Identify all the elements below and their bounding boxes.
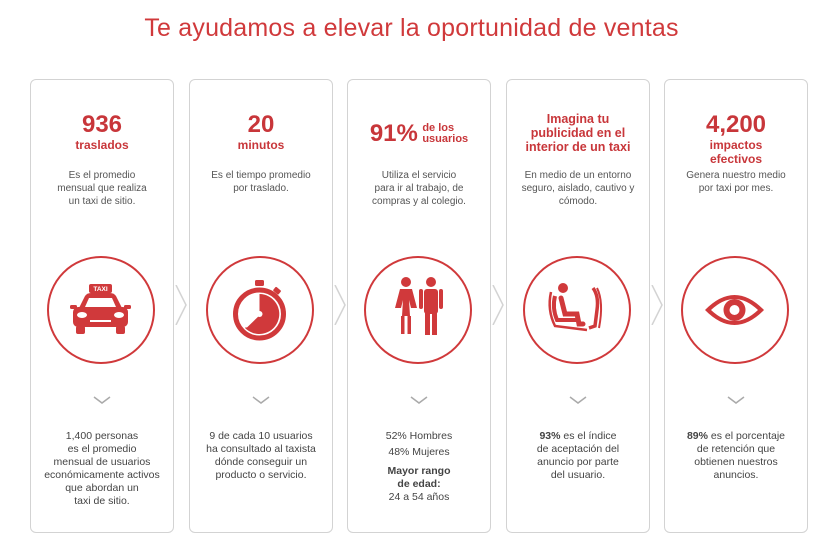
stat-unit-line1: de los [422, 122, 455, 134]
chevron-down-icon [348, 392, 490, 406]
card-heading-line: publicidad en el [530, 126, 626, 140]
stat-card-publicidad: Imagina tu publicidad en el interior de … [506, 79, 650, 533]
stat-number: 4,200 [705, 111, 767, 138]
icon-circle [364, 256, 472, 364]
stat-description: En medio de un entorno seguro, aislado, c… [521, 170, 635, 207]
stat-card-minutos: 20 minutos Es el tiempo promedio por tras… [189, 79, 333, 533]
page-title: Te ayudamos a elevar la oportunidad de v… [144, 14, 679, 42]
stat-number: 91% [369, 120, 418, 147]
chevron-down-icon [665, 392, 807, 406]
icon-circle: TAXI [47, 256, 155, 364]
chevron-right-icon [334, 285, 346, 325]
bottom-stat: 1,400 personas es el promedio mensual de u… [44, 430, 160, 507]
stat-card-traslados: 936 traslados Es el promedio mensual que … [30, 79, 174, 533]
bottom-stat: 52% Hombres 48% Mujeres Mayor rango de e… [385, 430, 453, 503]
stat-unit: minutos [237, 138, 285, 152]
stat-number: 20 [247, 111, 275, 138]
chevron-right-icon [492, 285, 504, 325]
bottom-stat: 89% es el porcentaje de retención que obt… [686, 430, 786, 481]
stat-description: Es el promedio mensual que realiza un taxi… [57, 170, 147, 207]
card-heading-line: Imagina tu [546, 112, 610, 126]
stat-card-usuarios: 91% de los usuarios Utiliza el servicio p… [347, 79, 491, 533]
chevron-right-icon [175, 285, 187, 325]
bottom-stat: 9 de cada 10 usuarios ha consultado al ta… [206, 430, 316, 481]
stat-unit: efectivos [709, 152, 763, 166]
stat-number: 936 [81, 111, 123, 138]
stat-unit-line2: usuarios [422, 133, 469, 145]
icon-circle [681, 256, 789, 364]
chevron-right-icon [651, 285, 663, 325]
stat-unit: traslados [75, 138, 129, 152]
stat-description: Es el tiempo promedio por traslado. [211, 170, 311, 194]
bottom-stat: 93% es el índice de aceptación del anunci… [536, 430, 620, 481]
chevron-down-icon [507, 392, 649, 406]
stat-description: Genera nuestro medio por taxi por mes. [686, 170, 786, 194]
stat-card-impactos: 4,200 impactos efectivos Genera nuestro … [664, 79, 808, 533]
stat-unit: impactos [709, 138, 763, 152]
taxi-sign-label: TAXI [93, 286, 108, 293]
stat-description: Utiliza el servicio para ir al trabajo, d… [372, 170, 466, 207]
card-heading-line: interior de un taxi [525, 140, 631, 154]
chevron-down-icon [190, 392, 332, 406]
chevron-down-icon [31, 392, 173, 406]
icon-circle [206, 256, 314, 364]
icon-circle [523, 256, 631, 364]
